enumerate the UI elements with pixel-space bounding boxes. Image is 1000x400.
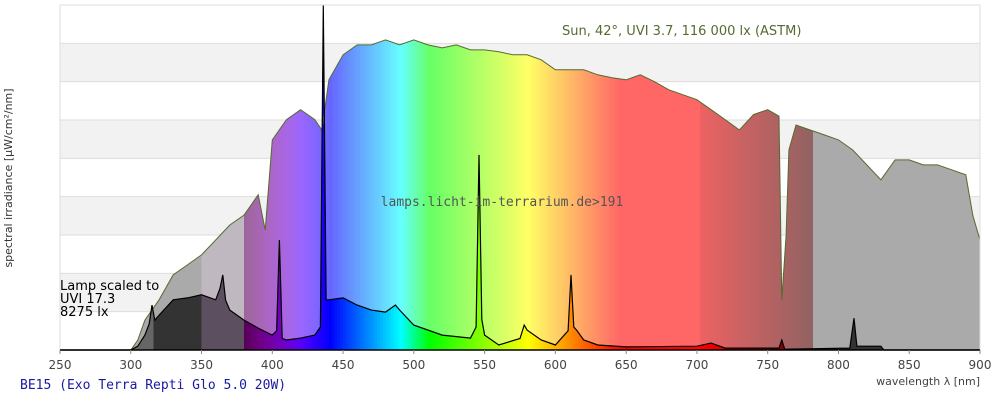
x-tick-labels: 250 300 350 400 450 500 550 600 650 700 750 800 850 9… [49,350,992,372]
x-tick-label: 300 [119,358,142,372]
x-tick-label: 450 [332,358,355,372]
x-tick-label: 500 [402,358,425,372]
sun-spectrum-fill [130,39,981,351]
lamp-legend-line-3: 8275 lx [60,305,109,320]
x-tick-label: 750 [756,358,779,372]
x-tick-label: 350 [190,358,213,372]
chart-title: BE15 (Exo Terra Repti Glo 5.0 20W) [20,378,286,393]
x-axis-label: wavelength λ [nm] [876,375,980,388]
x-tick-label: 650 [615,358,638,372]
watermark: lamps.licht-im-terrarium.de>191 [381,195,624,210]
lamp-legend-line-2: UVI 17.3 [60,292,115,307]
x-tick-label: 550 [473,358,496,372]
x-tick-label: 800 [827,358,850,372]
x-tick-label: 700 [685,358,708,372]
sun-legend-label: Sun, 42°, UVI 3.7, 116 000 lx (ASTM) [562,24,801,39]
y-axis-label: spectral irradiance [µW/cm²/nm] [2,88,15,267]
x-tick-label: 250 [49,358,72,372]
x-tick-label: 900 [969,358,992,372]
lamp-legend-line-1: Lamp scaled to [60,279,159,294]
x-tick-label: 850 [898,358,921,372]
x-tick-label: 400 [261,358,284,372]
lamp-spectrum-fill [60,5,980,350]
grid-band [60,5,980,44]
x-tick-label: 600 [544,358,567,372]
sun-spectrum-line [130,39,981,351]
lamp-spectrum-line [60,4,980,351]
